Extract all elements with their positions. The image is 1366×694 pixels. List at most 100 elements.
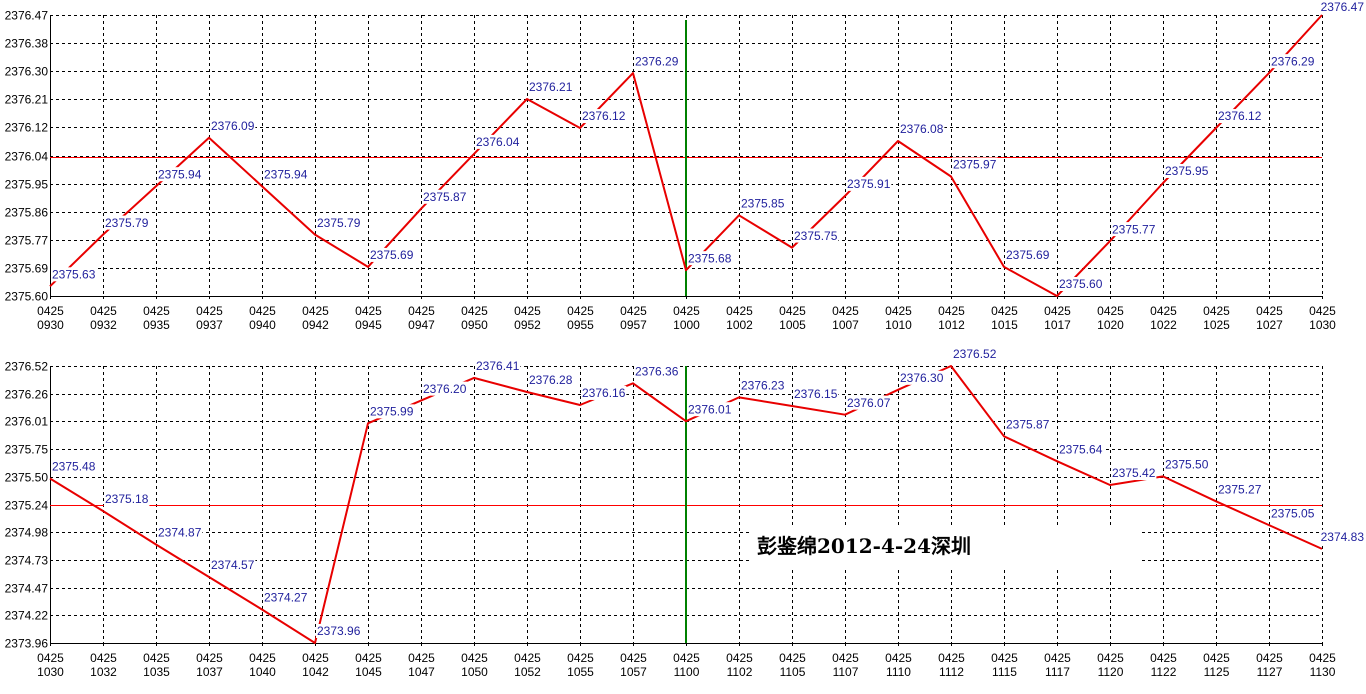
x-tick-date: 0425	[991, 651, 1018, 665]
x-tick-time: 0935	[143, 318, 170, 332]
x-tick-label: 0425 1130	[1309, 651, 1336, 679]
data-point-label: 2374.57	[211, 558, 255, 572]
x-tick-date: 0425	[143, 651, 170, 665]
x-tick-time: 1035	[143, 665, 170, 679]
data-label: 2375.64	[1058, 442, 1104, 456]
x-tick-time: 1050	[461, 665, 488, 679]
x-tick-date: 0425	[938, 651, 965, 665]
data-label-background	[846, 176, 892, 191]
data-label: 2375.69	[1005, 247, 1051, 262]
data-point-label: 2376.12	[1218, 109, 1262, 123]
data-point-label: 2375.27	[1218, 482, 1262, 496]
x-tick-time: 0932	[90, 318, 117, 332]
x-tick-time: 1057	[620, 665, 647, 679]
data-label: 2374.83	[1319, 529, 1365, 544]
data-label: 2375.99	[369, 404, 415, 419]
data-label-background	[475, 358, 521, 373]
data-label: 2376.12	[1217, 109, 1263, 123]
data-label-background	[1058, 277, 1104, 291]
x-tick-date: 0425	[249, 304, 276, 318]
data-point-label: 2376.29	[1271, 54, 1315, 68]
data-label-background	[1319, 529, 1365, 544]
x-tick-date: 0425	[832, 651, 859, 665]
x-tick-date: 0425	[1150, 651, 1177, 665]
data-label: 2375.05	[1270, 506, 1316, 520]
x-tick-date: 0425	[673, 651, 700, 665]
x-tick-date: 0425	[726, 651, 753, 665]
x-tick-time: 1030	[37, 665, 64, 679]
x-tick-label: 0425 1002	[726, 304, 753, 332]
x-tick-label: 0425 1127	[1256, 651, 1283, 679]
data-label: 2375.75	[793, 228, 839, 243]
data-label-background	[899, 370, 945, 385]
chart-panel-top: 2375.60 2375.69 2375.77 2375.86 2375.95 2376.…	[5, 0, 1365, 332]
x-tick-date: 0425	[620, 651, 647, 665]
x-tick-date: 0425	[726, 304, 753, 318]
data-label: 2376.20	[422, 381, 468, 396]
data-label: 2375.97	[952, 157, 998, 172]
data-label-background	[369, 247, 415, 262]
x-tick-date: 0425	[938, 304, 965, 318]
x-tick-date: 0425	[1203, 304, 1230, 318]
data-point-label: 2375.48	[52, 460, 96, 474]
x-tick-label: 0425 1000	[673, 304, 700, 332]
x-tick-date: 0425	[673, 304, 700, 318]
data-label: 2375.18	[104, 491, 150, 506]
x-tick-time: 0950	[461, 318, 488, 332]
x-tick-date: 0425	[249, 651, 276, 665]
x-tick-time: 1017	[1044, 318, 1071, 332]
x-tick-time: 0937	[196, 318, 223, 332]
data-point-label: 2375.94	[158, 167, 202, 181]
data-label: 2374.87	[157, 525, 203, 540]
x-tick-time: 1120	[1098, 665, 1124, 679]
y-tick-label: 2376.47	[5, 9, 49, 23]
data-label-background	[51, 459, 97, 474]
data-label: 2375.87	[422, 189, 468, 204]
data-label-background	[51, 267, 97, 282]
data-label-background	[210, 557, 256, 572]
data-label-background	[1164, 457, 1210, 472]
x-tick-label: 0425 0937	[196, 304, 223, 332]
y-tick-label: 2376.30	[5, 65, 49, 79]
data-point-label: 2376.23	[741, 379, 785, 393]
data-label-background	[104, 491, 150, 506]
data-point-label: 2376.08	[900, 122, 944, 136]
x-tick-label: 0425 1017	[1044, 304, 1071, 332]
data-point-label: 2376.29	[635, 54, 679, 68]
x-tick-date: 0425	[461, 304, 488, 318]
data-point-label: 2375.42	[1112, 466, 1156, 480]
data-label-background	[581, 109, 627, 124]
data-label: 2375.94	[157, 167, 203, 181]
data-point-label: 2376.36	[635, 365, 679, 379]
data-label: 2376.47	[1319, 0, 1365, 14]
data-label-background	[1005, 247, 1051, 262]
y-tick-label: 2375.60	[5, 290, 49, 304]
x-tick-date: 0425	[567, 651, 594, 665]
data-point-label: 2375.77	[1112, 222, 1156, 236]
data-point-label: 2375.94	[264, 167, 308, 181]
x-tick-time: 1010	[885, 318, 912, 332]
x-tick-label: 0425 0942	[302, 304, 329, 332]
data-point-label: 2375.97	[953, 158, 997, 172]
data-point-label: 2376.47	[1321, 0, 1365, 14]
x-tick-label: 0425 1032	[90, 651, 117, 679]
x-tick-label: 0425 0952	[514, 304, 541, 332]
data-label-background	[793, 228, 839, 243]
data-label-background	[528, 372, 574, 387]
data-label: 2376.15	[793, 387, 839, 401]
x-tick-label: 0425 1100	[673, 651, 700, 679]
data-point-label: 2375.68	[688, 251, 732, 265]
data-point-label: 2376.52	[953, 347, 997, 361]
data-label-background	[1111, 222, 1157, 237]
data-label-background	[740, 378, 786, 393]
y-tick-label: 2375.86	[5, 206, 49, 220]
data-label: 2376.23	[740, 378, 786, 393]
x-tick-date: 0425	[1256, 651, 1283, 665]
x-tick-date: 0425	[302, 651, 329, 665]
x-tick-date: 0425	[143, 304, 170, 318]
data-label-background	[263, 167, 309, 182]
x-tick-time: 1040	[249, 665, 276, 679]
watermark-text: 彭鉴绵2012-4-24深圳	[757, 534, 972, 558]
y-tick-label: 2375.50	[5, 471, 49, 485]
